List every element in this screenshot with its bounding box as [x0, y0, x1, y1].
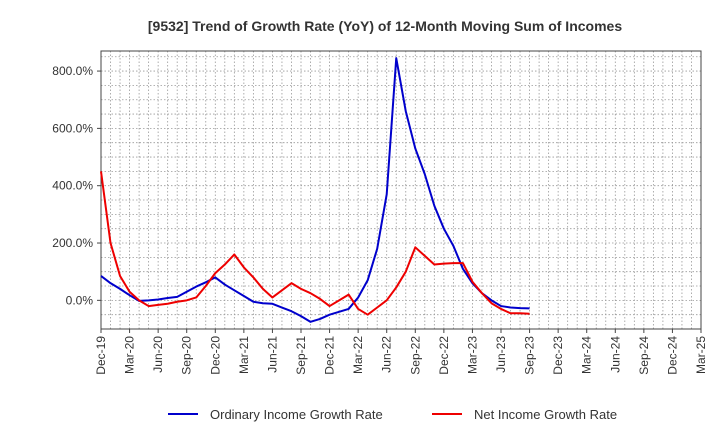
x-tick-label: Sep-21	[294, 336, 308, 375]
x-tick-label: Mar-24	[580, 336, 594, 374]
legend-item-net-income: Net Income Growth Rate	[432, 407, 617, 422]
x-tick-label: Dec-20	[208, 336, 222, 375]
y-tick-label: 400.0%	[52, 179, 93, 193]
x-tick-label: Mar-20	[123, 336, 137, 374]
x-tick-label: Dec-21	[323, 336, 337, 375]
x-tick-label: Dec-22	[437, 336, 451, 375]
x-tick-label: Jun-21	[265, 336, 279, 373]
series-layer	[100, 57, 530, 323]
x-tick-label: Mar-22	[351, 336, 365, 374]
x-tick-label: Mar-23	[465, 336, 479, 374]
x-tick-label: Sep-23	[523, 336, 537, 375]
chart-title: [9532] Trend of Growth Rate (YoY) of 12-…	[148, 18, 622, 34]
x-tick-label: Sep-22	[408, 336, 422, 375]
plot-area	[100, 50, 702, 330]
y-axis: 0.0% 200.0% 400.0% 600.0% 800.0%	[52, 64, 101, 307]
x-tick-label: Mar-21	[237, 336, 251, 374]
x-tick-label: Sep-24	[637, 336, 651, 375]
series-line-ordinary-income	[100, 57, 530, 323]
legend: Ordinary Income Growth Rate Net Income Gr…	[168, 407, 617, 422]
x-tick-label: Dec-19	[94, 336, 108, 375]
legend-label: Net Income Growth Rate	[474, 407, 617, 422]
x-tick-label: Jun-23	[494, 336, 508, 373]
x-tick-label: Sep-20	[180, 336, 194, 375]
y-tick-label: 800.0%	[52, 64, 93, 78]
series-line-net-income	[100, 171, 530, 316]
x-tick-label: Mar-25	[694, 336, 708, 374]
y-tick-label: 600.0%	[52, 121, 93, 135]
x-tick-label: Jun-22	[380, 336, 394, 373]
y-tick-label: 200.0%	[52, 236, 93, 250]
grid-layer	[101, 51, 701, 329]
x-tick-label: Jun-24	[608, 336, 622, 373]
y-tick-label: 0.0%	[66, 293, 94, 307]
legend-item-ordinary-income: Ordinary Income Growth Rate	[168, 407, 383, 422]
x-axis: Dec-19 Mar-20 Jun-20 Sep-20 Dec-20 Mar-21 Jun-…	[94, 329, 708, 375]
x-tick-label: Dec-24	[665, 336, 679, 375]
x-tick-label: Jun-20	[151, 336, 165, 373]
x-tick-label: Dec-23	[551, 336, 565, 375]
legend-label: Ordinary Income Growth Rate	[210, 407, 383, 422]
